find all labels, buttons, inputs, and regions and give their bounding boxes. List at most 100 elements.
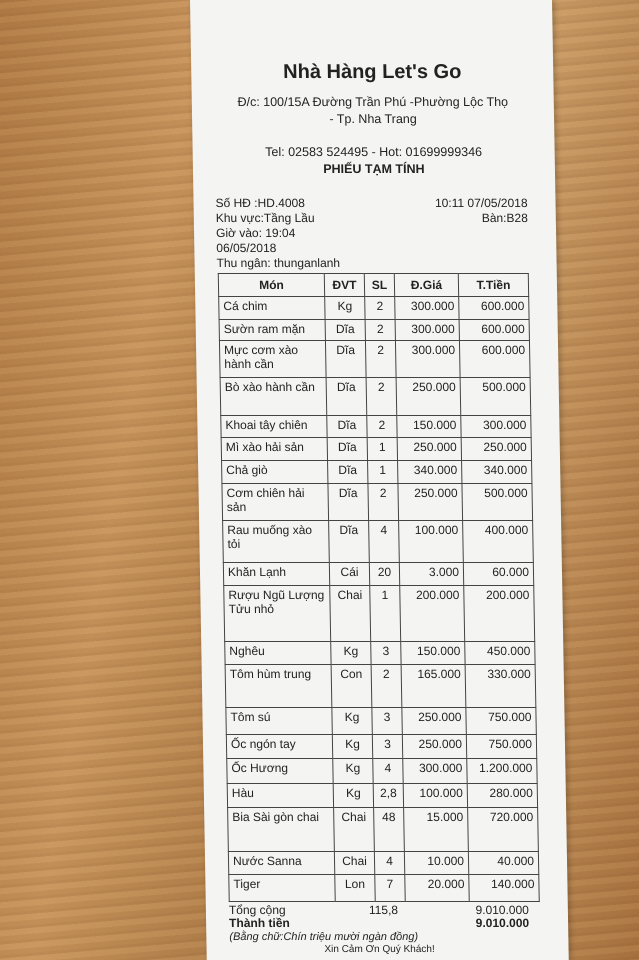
invoice-number: Số HĐ :HD.4008 (215, 196, 306, 210)
item-price: 20.000 (404, 874, 470, 902)
final-label: Thành tiền (228, 916, 290, 930)
receipt-info: Số HĐ :HD.4008 Khu vực:Tầng Lầu Giờ vào:… (215, 196, 340, 271)
item-unit: Dĩa (326, 415, 368, 438)
item-qty: 3 (370, 641, 402, 665)
item-unit: Dĩa (328, 520, 370, 563)
item-qty: 2 (365, 319, 396, 341)
item-total: 40.000 (468, 851, 539, 875)
checkin-time: Giờ vào: 19:04 (215, 226, 296, 240)
item-name: Rượu Ngũ Lượng Tửu nhỏ (223, 585, 331, 642)
item-unit: Kg (331, 707, 373, 735)
item-qty: 1 (369, 585, 401, 642)
items-table: Món ĐVT SL Đ.Giá T.Tiền Cá chim Kg 2 300.00… (218, 273, 540, 902)
total-label: Tổng cộng (228, 903, 286, 917)
item-unit: Kg (333, 783, 374, 808)
item-total: 720.000 (467, 807, 539, 852)
item-qty: 2 (367, 483, 399, 521)
item-total: 600.000 (458, 296, 530, 320)
item-unit: Lon (334, 874, 376, 902)
item-price: 150.000 (400, 641, 466, 665)
item-price: 340.000 (397, 460, 462, 484)
item-name: Bia Sài gòn chai (227, 807, 335, 852)
amount-in-words: (Bằng chữ:Chín triệu mười ngàn đồng) (229, 931, 419, 943)
item-qty: 20 (369, 562, 400, 586)
item-qty: 2 (366, 377, 397, 416)
item-price: 250.000 (401, 707, 467, 735)
item-price: 250.000 (397, 483, 463, 521)
item-total: 450.000 (464, 641, 536, 665)
item-unit: Kg (332, 734, 373, 759)
item-price: 300.000 (394, 296, 460, 320)
item-qty: 1 (367, 437, 398, 461)
table-row: Bia Sài gòn chai Chai 48 15.000 720.000 (227, 807, 539, 852)
item-price: 250.000 (396, 377, 461, 416)
item-name: Sườn ram mặn (219, 319, 326, 341)
table-row: Tôm sú Kg 3 250.000 750.000 (225, 707, 537, 735)
col-unit: ĐVT (324, 273, 365, 297)
total-qty: 115,8 (368, 903, 399, 917)
slip-title: PHIẾU TẠM TÍNH (323, 162, 425, 176)
print-datetime: 10:11 07/05/2018 (434, 196, 528, 210)
item-name: Khăn Lạnh (223, 562, 330, 586)
item-price: 300.000 (402, 758, 468, 784)
item-name: Cá chim (218, 296, 326, 320)
item-unit: Cái (329, 562, 370, 586)
table-header: Món ĐVT SL Đ.Giá T.Tiền (218, 273, 529, 297)
item-unit: Dĩa (327, 460, 368, 484)
table-row: Nước Sanna Chai 4 10.000 40.000 (228, 851, 539, 875)
item-total: 750.000 (466, 734, 537, 759)
item-qty: 2 (364, 296, 396, 320)
item-qty: 7 (374, 874, 406, 902)
checkin-date: 06/05/2018 (216, 241, 277, 255)
address-line-2: - Tp. Nha Trang (329, 112, 417, 126)
item-name: Mực cơm xào hành cần (219, 340, 327, 378)
item-price: 10.000 (404, 851, 469, 875)
receipt: Nhà Hàng Let's Go Đ/c: 100/15A Đường Trầ… (190, 0, 569, 960)
table-row: Mì xào hải sản Dĩa 1 250.000 250.000 (221, 437, 532, 461)
item-qty: 4 (372, 758, 404, 784)
item-price: 300.000 (395, 319, 460, 341)
col-price: Đ.Giá (394, 273, 459, 297)
col-qty: SL (364, 273, 395, 297)
item-unit: Chai (334, 851, 375, 875)
item-price: 250.000 (402, 734, 467, 759)
item-name: Hàu (227, 783, 334, 808)
item-total: 300.000 (460, 415, 532, 438)
item-price: 3.000 (399, 562, 464, 586)
item-unit: Kg (332, 758, 374, 784)
totals: Tổng cộng 115,8 9.010.000 Thành tiền 9.0… (228, 903, 529, 930)
table-row: Tôm hùm trung Con 2 165.000 330.000 (225, 664, 536, 708)
item-total: 500.000 (461, 483, 533, 521)
item-unit: Dĩa (326, 377, 367, 416)
item-total: 600.000 (459, 340, 531, 378)
item-qty: 2 (366, 415, 398, 438)
table-row: Ốc ngón tay Kg 3 250.000 750.000 (226, 734, 537, 759)
item-price: 200.000 (399, 585, 465, 642)
table-row: Mực cơm xào hành cần Dĩa 2 300.000 600.000 (219, 340, 531, 378)
table-row: Ốc Hương Kg 4 300.000 1.200.000 (226, 758, 538, 784)
item-name: Nghêu (224, 641, 332, 665)
thank-you: Xin Cảm Ơn Quý Khách! (324, 944, 435, 955)
item-qty: 4 (368, 520, 400, 563)
item-price: 300.000 (395, 340, 461, 378)
item-total: 60.000 (463, 562, 534, 586)
item-total: 200.000 (463, 585, 535, 642)
item-qty: 48 (373, 807, 405, 852)
table-row: Chả giò Dĩa 1 340.000 340.000 (221, 460, 532, 484)
item-price: 165.000 (401, 664, 466, 708)
item-price: 100.000 (398, 520, 464, 563)
address-line-1: Đ/c: 100/15A Đường Trần Phú -Phường Lộc … (237, 95, 509, 109)
item-name: Nước Sanna (228, 851, 335, 875)
item-price: 100.000 (403, 783, 468, 808)
item-name: Cơm chiên hải sản (221, 483, 329, 521)
item-total: 750.000 (465, 707, 537, 735)
cashier: Thu ngân: thunganlanh (216, 256, 341, 270)
item-name: Rau muống xào tỏi (222, 520, 330, 563)
table-row: Nghêu Kg 3 150.000 450.000 (224, 641, 536, 665)
item-total: 600.000 (459, 319, 530, 341)
item-name: Tiger (228, 874, 336, 902)
area: Khu vực:Tầng Lầu (215, 211, 315, 225)
table-row: Khoai tây chiên Dĩa 2 150.000 300.000 (220, 415, 532, 438)
item-total: 1.200.000 (466, 758, 538, 784)
item-total: 500.000 (460, 377, 531, 416)
